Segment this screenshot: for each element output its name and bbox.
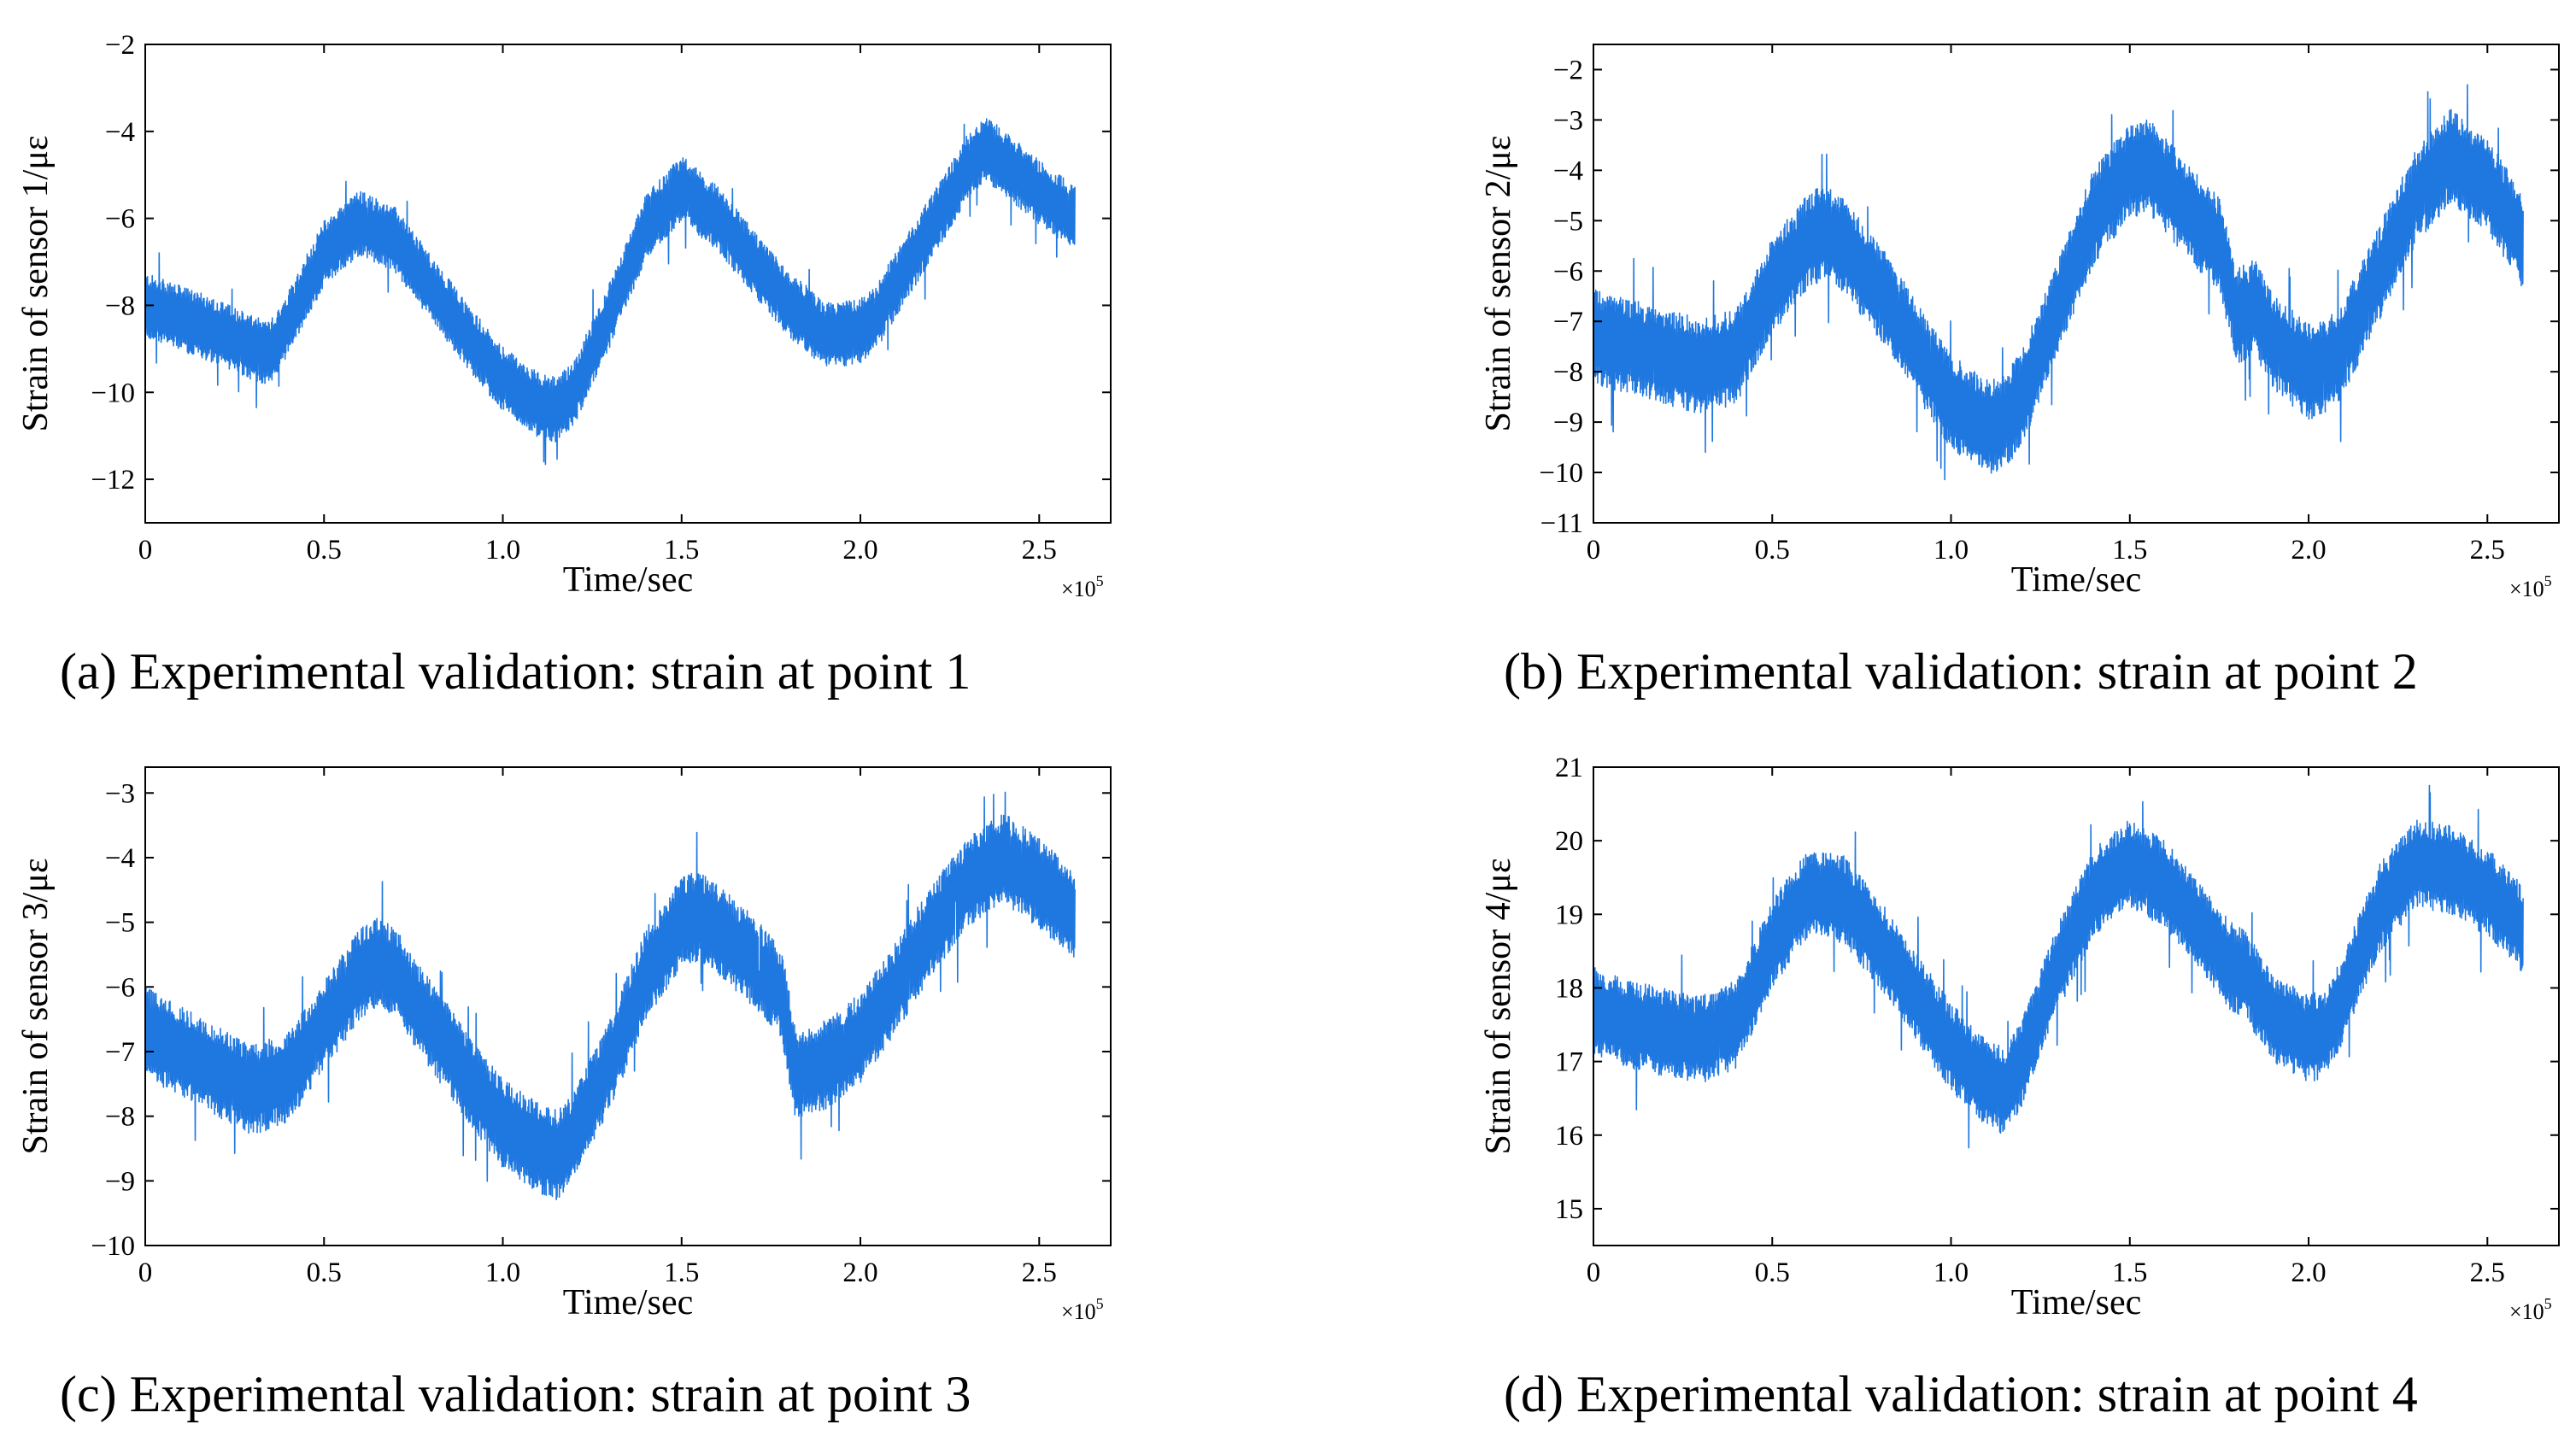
x-tick-label: 2.0: [842, 535, 877, 566]
x-tick-label: 1.0: [485, 535, 520, 566]
chart-panel-b: 0 0.5 1.0 1.5 2.0 2.5 −11 −10 −9 −8 −7 −6 −5 −4 −3 −2 Ti…: [1479, 44, 2560, 700]
x-tick-label: 0.5: [307, 1257, 342, 1288]
x-tick-label: 1.0: [1933, 535, 1969, 566]
y-tick-label: −4: [1553, 155, 1583, 186]
y-tick-label: −10: [91, 378, 135, 408]
y-axis-label: Strain of sensor 2/με: [1479, 136, 1518, 432]
figure-caption: (a) Experimental validation: strain at p…: [60, 643, 971, 700]
chart-panel-a: 0 0.5 1.0 1.5 2.0 2.5 −12 −10 −8 −6 −4 −2 Time/sec ×1…: [16, 30, 1112, 700]
x-axis-label: Time/sec: [563, 560, 693, 600]
y-tick-label: 17: [1555, 1047, 1583, 1078]
plot-frame: [144, 44, 1112, 524]
y-tick-label: −10: [91, 1231, 135, 1262]
x-axis-label: Time/sec: [2011, 1283, 2141, 1322]
y-tick-label: 20: [1555, 826, 1583, 857]
figure-caption: (b) Experimental validation: strain at p…: [1504, 643, 2418, 700]
y-tick-label: −6: [105, 204, 135, 235]
y-tick-label: −7: [1553, 307, 1583, 337]
figure-caption: (c) Experimental validation: strain at p…: [60, 1366, 971, 1422]
y-tick-label: −10: [1539, 458, 1583, 489]
x-axis-multiplier: ×105: [2509, 572, 2552, 601]
y-tick-label: −8: [1553, 357, 1583, 388]
x-tick-label: 0.5: [1755, 1257, 1790, 1288]
x-tick-label: 2.0: [2291, 535, 2326, 566]
y-axis-label: Strain of sensor 1/με: [16, 136, 56, 432]
x-tick-label: 1.0: [485, 1257, 520, 1288]
y-tick-label: −2: [105, 30, 135, 61]
x-tick-label: 0: [1587, 535, 1601, 566]
y-tick-label: −11: [1540, 508, 1583, 539]
x-tick-label: 2.5: [1022, 535, 1057, 566]
chart-panel-c: 0 0.5 1.0 1.5 2.0 2.5 −10 −9 −8 −7 −6 −5 −4 −3 Time/se…: [16, 766, 1112, 1422]
y-tick-label: −5: [105, 908, 135, 939]
y-tick-label: −3: [1553, 105, 1583, 136]
x-axis-label: Time/sec: [563, 1283, 693, 1322]
x-axis-label: Time/sec: [2011, 560, 2141, 600]
y-tick-label: −4: [105, 843, 135, 874]
x-axis-multiplier: ×105: [2509, 1295, 2552, 1324]
y-tick-label: −2: [1553, 55, 1583, 85]
y-tick-label: −3: [105, 778, 135, 809]
y-axis-label: Strain of sensor 3/με: [16, 859, 56, 1155]
series-line-sensor-4: [1593, 784, 2524, 1149]
y-tick-label: −5: [1553, 206, 1583, 237]
y-tick-label: −9: [1553, 407, 1583, 438]
figure-caption: (d) Experimental validation: strain at p…: [1504, 1366, 2418, 1422]
y-tick-label: −4: [105, 117, 135, 148]
x-tick-label: 1.5: [664, 1257, 699, 1288]
plot-frame: [1593, 766, 2560, 1246]
y-tick-label: −6: [105, 972, 135, 1003]
y-tick-label: −9: [105, 1166, 135, 1197]
x-tick-label: 2.5: [1022, 1257, 1057, 1288]
x-tick-label: 0: [1587, 1257, 1601, 1288]
y-tick-label: −8: [105, 290, 135, 321]
x-tick-label: 2.5: [2470, 1257, 2505, 1288]
x-tick-label: 1.5: [664, 535, 699, 566]
x-tick-label: 1.0: [1933, 1257, 1969, 1288]
series-line-sensor-2: [1593, 84, 2524, 481]
x-axis-multiplier: ×105: [1061, 1295, 1104, 1324]
y-tick-label: 15: [1555, 1194, 1583, 1225]
y-tick-label: −6: [1553, 256, 1583, 287]
x-tick-label: 2.0: [2291, 1257, 2326, 1288]
y-tick-label: 21: [1555, 753, 1583, 783]
x-tick-label: 1.5: [2112, 535, 2147, 566]
x-tick-label: 2.5: [2470, 535, 2505, 566]
plot-frame: [1593, 44, 2560, 524]
chart-panel-d: 0 0.5 1.0 1.5 2.0 2.5 15 16 17 18 19 20 21 Time/sec ×1…: [1479, 753, 2560, 1422]
y-tick-label: −8: [105, 1102, 135, 1133]
x-tick-label: 2.0: [842, 1257, 877, 1288]
x-tick-label: 0: [138, 535, 153, 566]
plot-frame: [144, 766, 1112, 1246]
x-tick-label: 1.5: [2112, 1257, 2147, 1288]
y-tick-label: 16: [1555, 1121, 1583, 1152]
y-tick-label: −12: [91, 465, 135, 495]
x-axis-multiplier: ×105: [1061, 572, 1104, 601]
series-line-sensor-3: [145, 791, 1076, 1200]
series-line-sensor-1: [145, 118, 1076, 466]
y-axis-label: Strain of sensor 4/με: [1479, 859, 1518, 1155]
y-tick-label: 18: [1555, 973, 1583, 1004]
y-tick-label: 19: [1555, 900, 1583, 930]
x-tick-label: 0: [138, 1257, 153, 1288]
y-tick-label: −7: [105, 1037, 135, 1068]
x-tick-label: 0.5: [1755, 535, 1790, 566]
x-tick-label: 0.5: [307, 535, 342, 566]
